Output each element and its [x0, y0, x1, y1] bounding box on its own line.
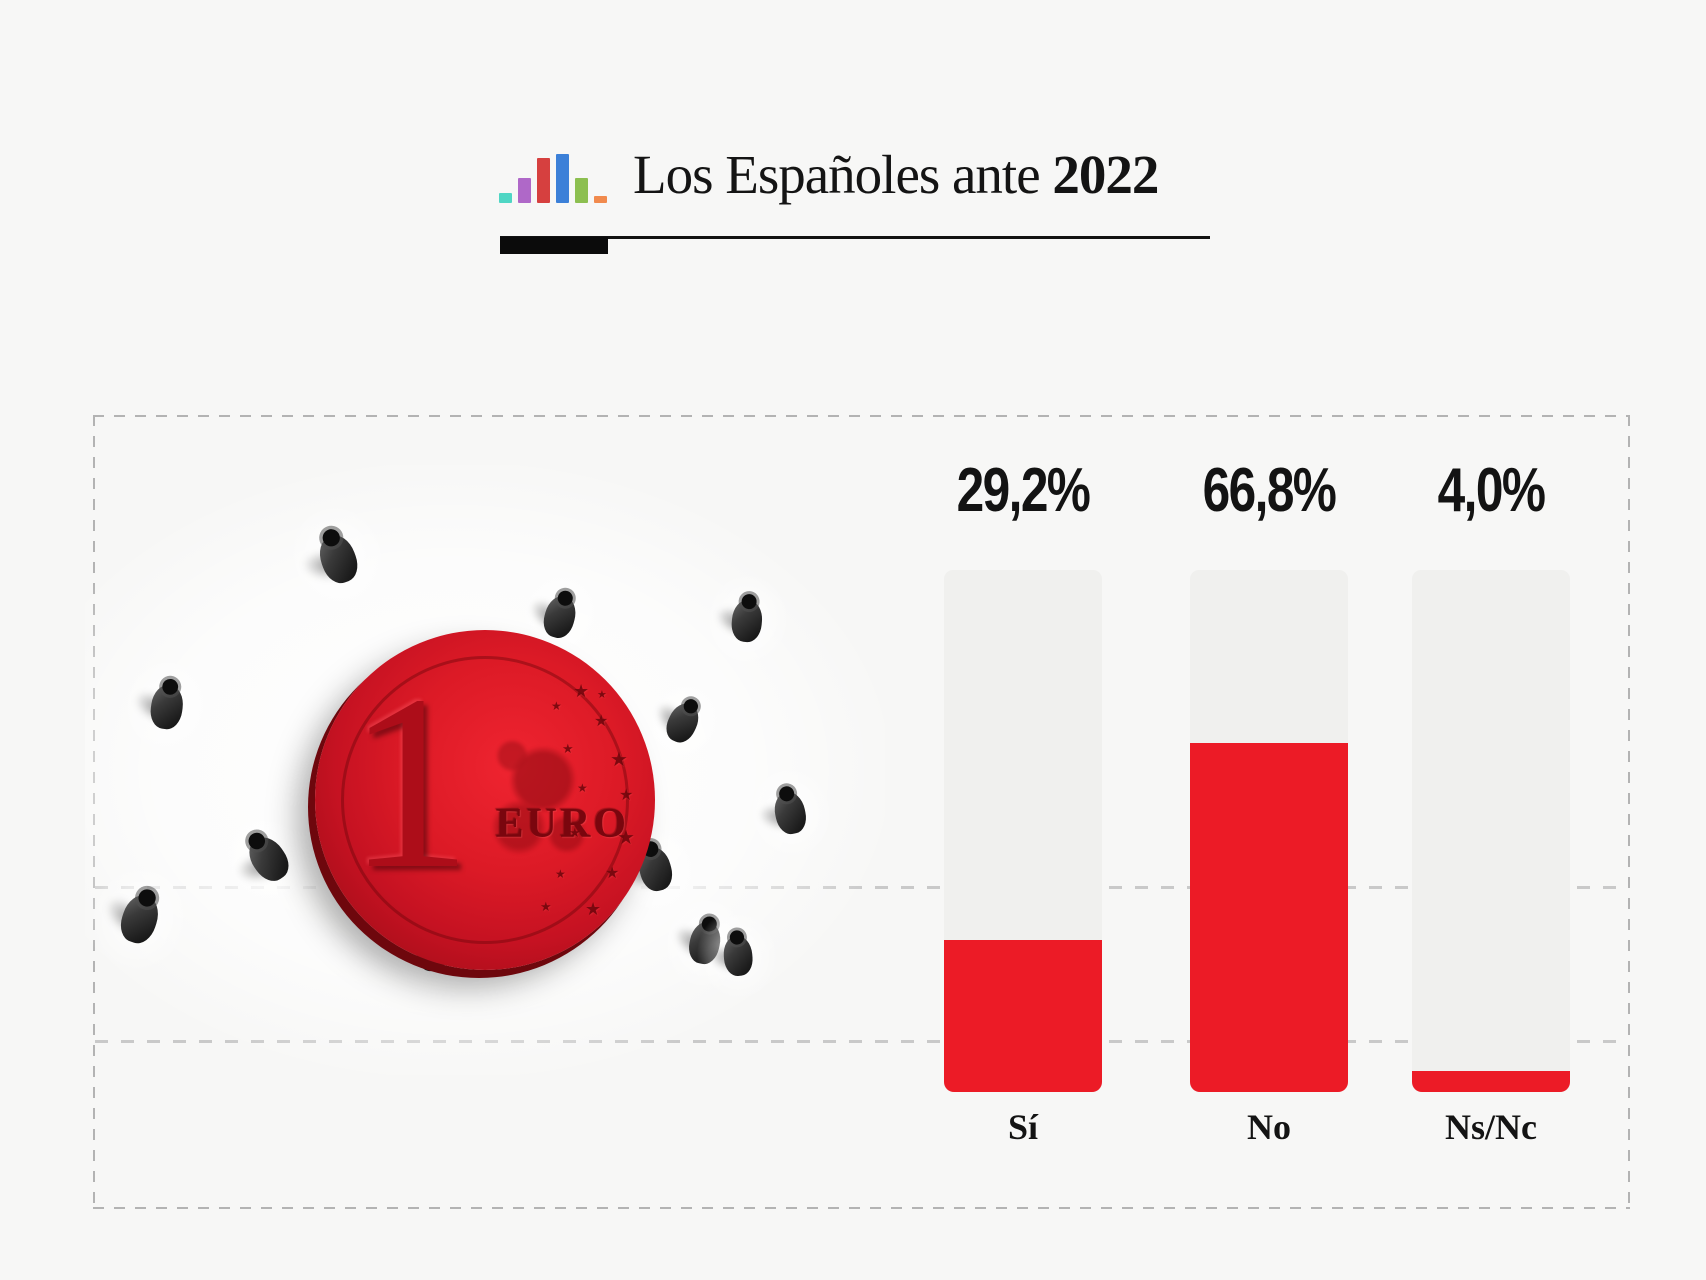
bar-fill-Sí	[944, 940, 1102, 1092]
logo-orange-bar	[594, 196, 607, 203]
title-underline-accent	[500, 237, 608, 254]
bar-category-label-Sí: Sí	[1007, 1107, 1039, 1147]
title-regular: Los Españoles ante	[633, 144, 1053, 205]
page-title: Los Españoles ante 2022	[633, 144, 1159, 205]
bar-value-text: 66,8%	[1202, 456, 1337, 525]
bar-category-label-Ns/Nc: Ns/Nc	[1445, 1107, 1537, 1147]
bar-category-label-No: No	[1247, 1107, 1291, 1147]
bar-value-label-No: 66,8%	[1186, 455, 1352, 526]
frame-border-bottom	[93, 1207, 1630, 1209]
bar-value-label-Sí: 29,2%	[940, 455, 1106, 526]
bar-fill-No	[1190, 743, 1348, 1092]
bar-fill-Ns/Nc	[1412, 1071, 1570, 1092]
logo-purple-bar	[518, 178, 531, 203]
bar-value-text: 29,2%	[956, 456, 1091, 525]
logo-red-bar	[537, 158, 550, 203]
title-year: 2022	[1052, 144, 1159, 205]
bar-value-label-Ns/Nc: 4,0%	[1424, 455, 1557, 526]
bar-value-text: 4,0%	[1437, 456, 1546, 525]
title-underline	[500, 236, 1210, 239]
logo-green-bar	[575, 178, 588, 203]
frame-border-right	[1628, 415, 1630, 1209]
bar-track-Ns/Nc	[1412, 570, 1570, 1092]
logo-teal-bar	[499, 193, 512, 203]
logo-blue-bar	[556, 154, 569, 203]
brand-barchart-icon	[499, 154, 607, 203]
frame-border-top	[93, 415, 1630, 417]
